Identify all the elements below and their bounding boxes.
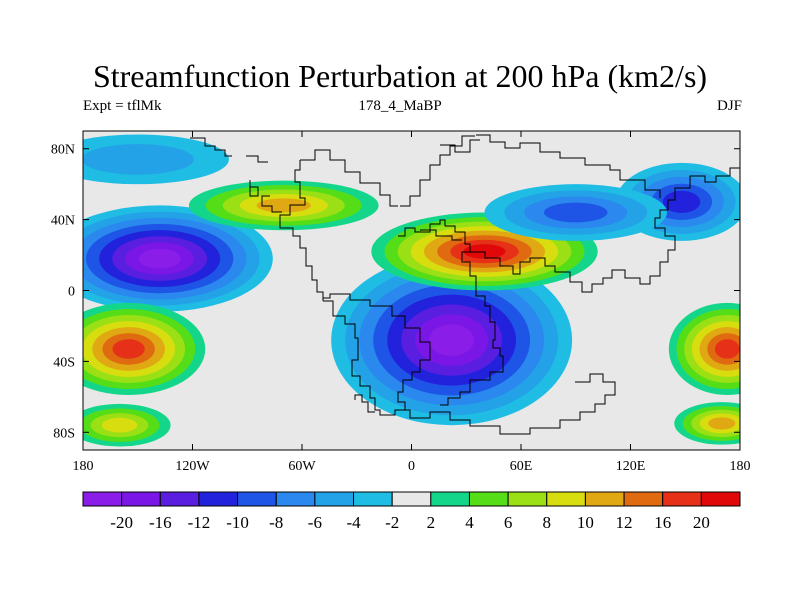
colorbar-box <box>391 491 432 507</box>
contour-band <box>662 190 701 214</box>
y-tick-label: 80S <box>53 426 75 441</box>
colorbar-box <box>623 491 664 507</box>
y-tick-label: 80N <box>51 143 75 158</box>
colorbar-label: -6 <box>308 513 322 532</box>
colorbar-box <box>159 491 200 507</box>
coastline-south-america <box>323 293 431 416</box>
colorbar-label: -10 <box>226 513 249 532</box>
contour-band <box>714 339 740 359</box>
left-string: Expt = tflMk <box>83 98 162 114</box>
colorbar-label: -16 <box>149 513 172 532</box>
y-tick-label: 40S <box>53 355 75 370</box>
x-tick-label: 60W <box>288 459 316 474</box>
colorbar-box <box>82 491 123 507</box>
contour-band <box>138 248 181 269</box>
colorbar-label: 4 <box>465 513 474 532</box>
colorbar-box <box>430 491 470 507</box>
plot-title: Streamfunction Perturbation at 200 hPa (… <box>92 58 708 94</box>
contour-band <box>708 417 736 430</box>
colorbar-box <box>237 491 277 507</box>
colorbar-box <box>198 491 239 507</box>
coastline-southern-continent <box>354 373 616 435</box>
colorbar-label: 16 <box>654 513 671 532</box>
colorbar-label: -2 <box>385 513 399 532</box>
coastline-north-america <box>190 137 398 301</box>
y-tick-label: 40N <box>51 214 75 229</box>
colorbar-label: 6 <box>504 513 513 532</box>
colorbar-box <box>546 491 586 507</box>
contour-band <box>112 339 145 359</box>
colorbar-label: -12 <box>188 513 211 532</box>
y-tick-label: 0 <box>68 285 75 300</box>
colorbar-label: -8 <box>269 513 283 532</box>
center-string: 178_4_MaBP <box>358 98 442 114</box>
colorbar-box <box>314 491 355 507</box>
colorbar-label: 20 <box>693 513 710 532</box>
x-tick-label: 120E <box>616 459 646 474</box>
colorbar-label: 2 <box>427 513 436 532</box>
colorbar-box <box>700 491 741 507</box>
contour-band <box>429 324 475 356</box>
colorbar-box <box>468 491 509 507</box>
x-tick-label: 60E <box>510 459 533 474</box>
axes: 180 120W 60W 0 60E 120E 180 80N 40N 0 40S 80S <box>51 131 751 474</box>
colorbar-label: 12 <box>616 513 633 532</box>
colorbar-box <box>507 491 548 507</box>
colorbar-label: -4 <box>346 513 361 532</box>
x-tick-label: 120W <box>175 459 210 474</box>
colorbar-label: 8 <box>543 513 552 532</box>
colorbar-box <box>275 491 316 507</box>
colorbar-box <box>584 491 625 507</box>
contour-band <box>544 202 608 223</box>
x-tick-label: 0 <box>408 459 415 474</box>
colorbar-box <box>121 491 161 507</box>
colorbar-label: -20 <box>110 513 133 532</box>
x-tick-label: 180 <box>730 459 751 474</box>
colorbar-box <box>662 491 702 507</box>
right-string: DJF <box>716 98 742 114</box>
colorbar-label: 10 <box>577 513 594 532</box>
x-tick-label: 180 <box>73 459 94 474</box>
colorbar-box <box>353 491 393 507</box>
coastlines <box>190 134 740 435</box>
contour-band <box>101 417 138 433</box>
coastline-eurasia-africa <box>398 134 740 406</box>
contour-band <box>83 144 194 175</box>
contour-band <box>256 198 311 213</box>
colorbar: -20 -16 -12 -10 -8 -6 -4 -2 2 4 6 8 10 12 16 20 <box>82 491 741 532</box>
